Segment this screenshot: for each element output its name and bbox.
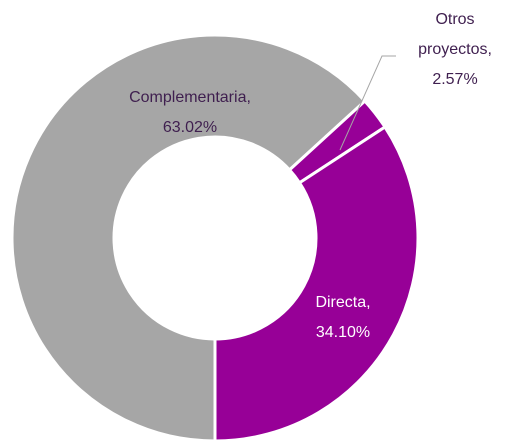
donut-segment bbox=[10, 33, 367, 443]
value-label: 34.10% bbox=[315, 324, 371, 341]
data-label: Otros proyectos, 2.57% bbox=[415, 5, 495, 95]
category-label: Otros proyectos, bbox=[418, 11, 492, 58]
category-label: Complementaria, bbox=[129, 89, 251, 106]
data-label: Complementaria, 63.02% bbox=[80, 83, 300, 143]
value-label: 63.02% bbox=[162, 119, 218, 136]
donut-segment bbox=[213, 124, 420, 443]
data-label: Directa, 34.10% bbox=[298, 288, 388, 348]
value-label: 2.57% bbox=[432, 71, 478, 88]
leader-line bbox=[339, 55, 396, 151]
category-label: Directa, bbox=[315, 294, 371, 311]
